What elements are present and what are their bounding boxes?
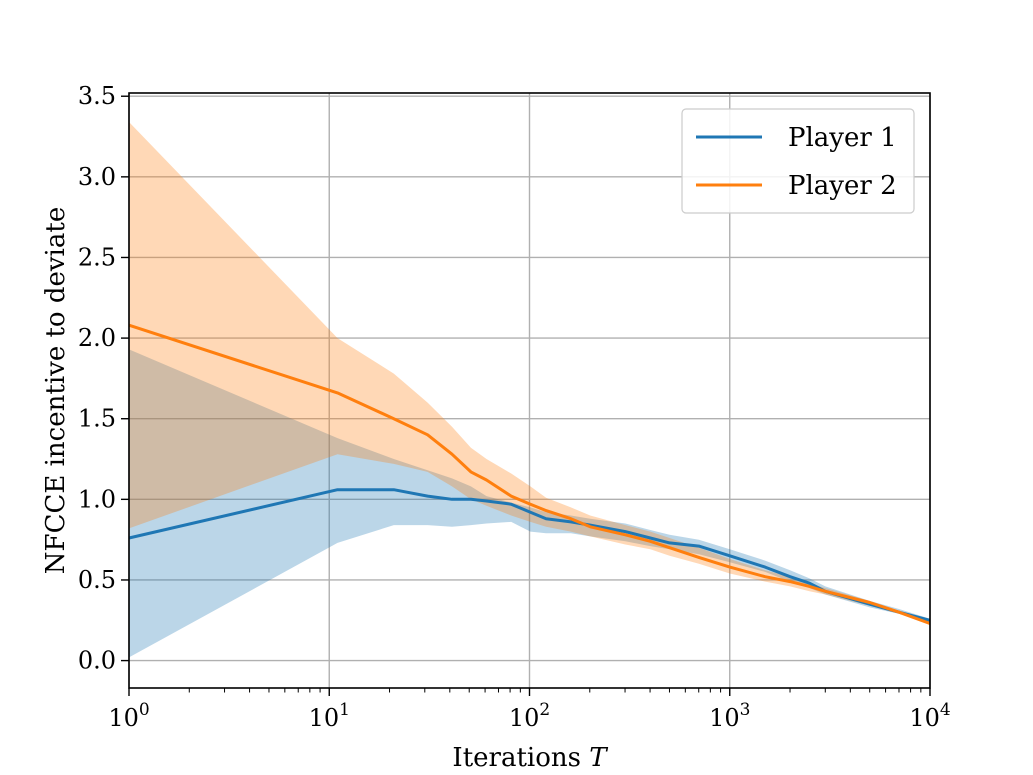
band-player-2 — [129, 122, 930, 626]
x-tick-exponent: 2 — [539, 700, 550, 720]
legend-box — [681, 108, 915, 214]
y-tick-label: 2.0 — [78, 324, 116, 352]
legend: Player 1 Player 2 — [681, 108, 915, 214]
series-lines — [128, 323, 931, 625]
x-tick-exponent: 4 — [940, 700, 951, 720]
x-tick-base: 10 — [509, 704, 540, 732]
x-tick-label: 104 — [909, 700, 950, 732]
x-axis-title: Iterations T — [452, 743, 608, 773]
x-tick-base: 10 — [108, 704, 139, 732]
y-tick-label: 0.0 — [78, 647, 116, 675]
x-axis-ticks: 100 101 102 103 104 — [108, 688, 951, 732]
x-tick-label: 100 — [108, 700, 149, 732]
y-tick-label: 3.0 — [78, 163, 116, 191]
x-tick-exponent: 0 — [139, 700, 150, 720]
x-tick-exponent: 3 — [740, 700, 751, 720]
y-tick-label: 0.5 — [78, 566, 116, 594]
line-player-2 — [128, 323, 931, 625]
x-tick-base: 10 — [909, 704, 940, 732]
x-tick-label: 102 — [509, 700, 550, 732]
y-axis-ticks: 0.0 0.5 1.0 1.5 2.0 2.5 3.0 3.5 — [78, 82, 129, 675]
x-tick-base: 10 — [309, 704, 340, 732]
y-axis-title: NFCCE incentive to deviate — [41, 207, 71, 574]
legend-label-player-1: Player 1 — [788, 123, 897, 153]
x-tick-base: 10 — [709, 704, 740, 732]
x-tick-label: 101 — [309, 700, 350, 732]
x-axis-title-text: Iterations — [452, 743, 581, 773]
x-tick-label: 103 — [709, 700, 750, 732]
confidence-bands — [129, 122, 930, 658]
band-player-1 — [129, 349, 930, 658]
legend-label-player-2: Player 2 — [788, 171, 897, 201]
y-tick-label: 1.0 — [78, 485, 116, 513]
y-tick-label: 1.5 — [78, 405, 116, 433]
line-player-1 — [128, 488, 931, 622]
x-axis-title-variable: T — [589, 743, 608, 773]
x-tick-exponent: 1 — [339, 700, 350, 720]
y-tick-label: 2.5 — [78, 243, 116, 271]
y-tick-label: 3.5 — [78, 82, 116, 110]
